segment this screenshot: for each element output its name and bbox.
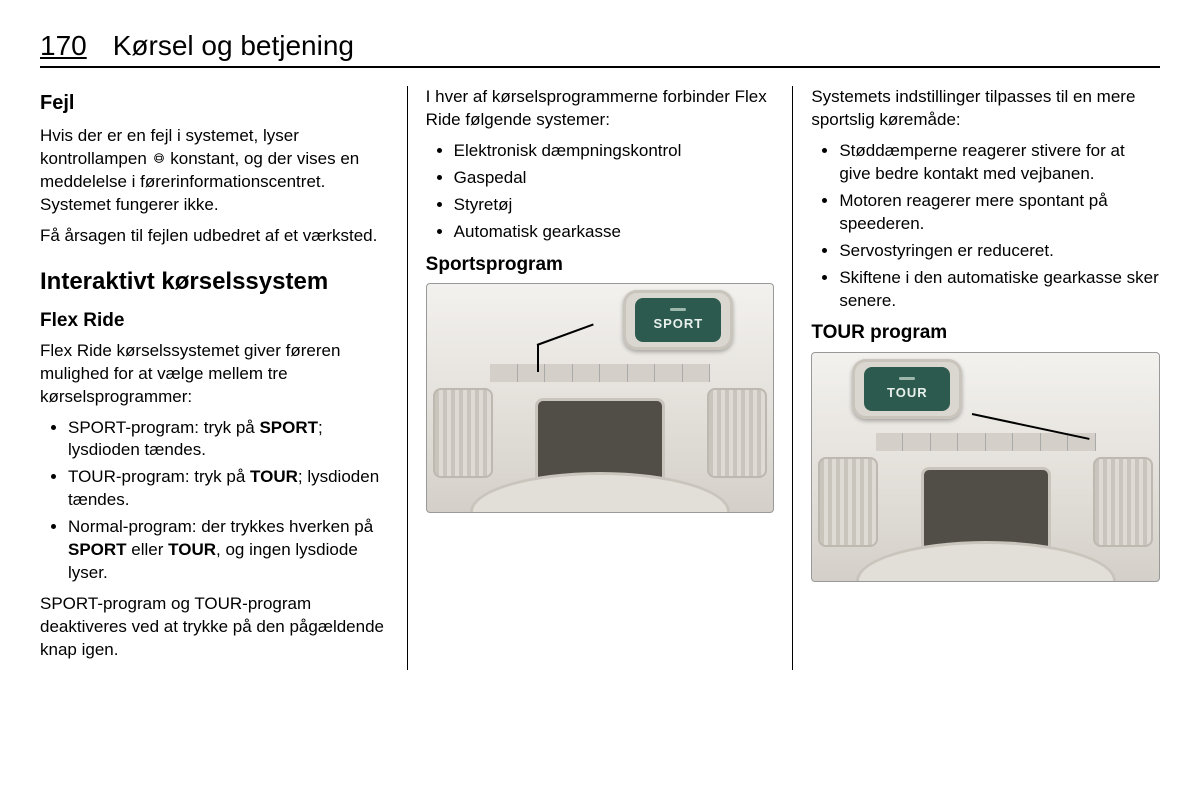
page-number: 170 [40,30,87,62]
sport-button-label: SPORT [653,315,703,333]
heading-tour-program: TOUR program [811,320,1160,346]
list-item: Elektronisk dæmpningskontrol [454,140,775,163]
heading-flex-ride: Flex Ride [40,308,389,334]
lower-curve [470,472,730,513]
content-columns: Fejl Hvis der er en fejl i systemet, lys… [40,86,1160,670]
label-sport: SPORT [259,418,318,437]
sport-button-callout: SPORT [623,290,733,350]
led-indicator [670,308,686,311]
list-item: Motoren reagerer mere spontant på speede… [839,190,1160,236]
label-tour: TOUR [168,540,216,559]
lower-curve [856,541,1116,582]
text: SPORT-program: tryk på [68,418,259,437]
text: eller [127,540,169,559]
paragraph-intro: Systemets indstillinger tilpasses til en… [811,86,1160,132]
tour-button: TOUR [864,367,950,411]
effects-list: Støddæmperne reagerer stivere for at giv… [811,140,1160,313]
list-item: Gaspedal [454,167,775,190]
list-item: Skiftene i den automatiske gearkasse ske… [839,267,1160,313]
text: TOUR-program: tryk på [68,467,250,486]
paragraph-fejl-2: Få årsagen til fejlen udbedret af et vær… [40,225,389,248]
list-item: Støddæmperne reagerer stivere for at giv… [839,140,1160,186]
list-item: Automatisk gearkasse [454,221,775,244]
tour-dashboard-image: TOUR [811,352,1160,582]
list-item: Styretøj [454,194,775,217]
callout-line [537,344,539,372]
list-item: TOUR-program: tryk på TOUR; lysdioden tæ… [68,466,389,512]
page-header: 170 Kørsel og betjening [40,30,1160,68]
label-tour: TOUR [250,467,298,486]
sport-dashboard-image: SPORT [426,283,775,513]
text: Normal-program: der trykkes hverken på [68,517,373,536]
system-list: Elektronisk dæmpningskontrol Gaspedal St… [426,140,775,244]
callout-line [536,324,593,346]
warning-car-icon [152,149,166,163]
program-list: SPORT-program: tryk på SPORT; lysdioden … [40,417,389,586]
list-item: Servostyringen er reduceret. [839,240,1160,263]
vent-right [707,388,767,478]
heading-sportsprogram: Sportsprogram [426,252,775,278]
tour-button-label: TOUR [887,384,928,402]
tour-button-callout: TOUR [852,359,962,419]
column-3: Systemets indstillinger tilpasses til en… [792,86,1160,670]
list-item: Normal-program: der trykkes hverken på S… [68,516,389,585]
sport-button: SPORT [635,298,721,342]
column-2: I hver af kørselsprogrammerne forbinder … [407,86,793,670]
label-sport: SPORT [68,540,127,559]
column-1: Fejl Hvis der er en fejl i systemet, lys… [40,86,407,670]
button-row [490,364,710,382]
button-row [876,433,1096,451]
vent-left [433,388,493,478]
paragraph-intro: I hver af kørselsprogrammerne forbinder … [426,86,775,132]
paragraph-flex-1: Flex Ride kørselssystemet giver føreren … [40,340,389,409]
vent-right [1093,457,1153,547]
led-indicator [899,377,915,380]
heading-interaktivt: Interaktivt kørselssystem [40,266,389,298]
vent-left [818,457,878,547]
paragraph-flex-2: SPORT-program og TOUR-program deaktivere… [40,593,389,662]
page-title: Kørsel og betjening [113,30,354,62]
paragraph-fejl-1: Hvis der er en fejl i systemet, lyser ko… [40,125,389,217]
list-item: SPORT-program: tryk på SPORT; lysdioden … [68,417,389,463]
heading-fejl: Fejl [40,90,389,117]
